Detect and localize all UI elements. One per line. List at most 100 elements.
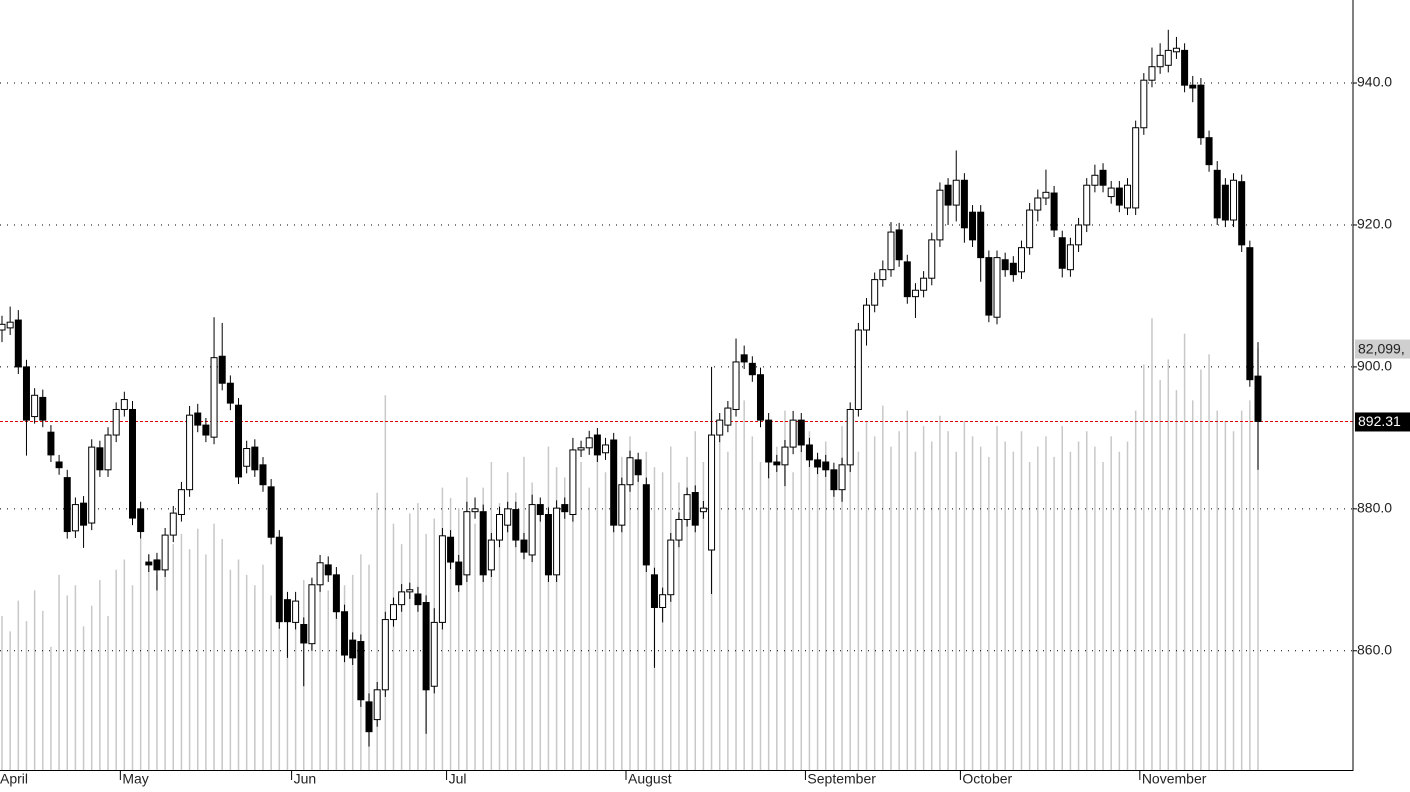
candle-body (911, 289, 919, 298)
candle-body (414, 593, 422, 606)
candle-body (985, 257, 993, 316)
candle-body (137, 508, 145, 533)
candle-body (422, 602, 430, 691)
candle-body (708, 434, 716, 551)
candle-body (871, 279, 879, 306)
candle-body (797, 419, 805, 446)
label-layer: 860.0 880.0 900.0 920.0 940.0 April May Jun Jul A… (0, 74, 1410, 787)
candle-body (169, 512, 177, 536)
candle-body (748, 362, 756, 376)
candle-body (332, 574, 340, 613)
candle-body (14, 319, 22, 368)
candle-body (316, 562, 324, 586)
candle-body (650, 574, 658, 608)
candle-body (569, 449, 577, 516)
candle-body (1050, 192, 1058, 231)
candle-body (602, 444, 610, 454)
candle-body (585, 437, 593, 449)
candle-body (977, 211, 985, 259)
y-tick-label: 900.0 (1357, 358, 1392, 374)
candle-body (292, 600, 300, 623)
candle-body (732, 361, 740, 410)
candle-body (1066, 244, 1074, 271)
x-tick-label: May (122, 771, 148, 787)
candle-body (104, 434, 112, 471)
candle-body (63, 477, 71, 533)
candle-body (479, 511, 487, 576)
price-label-box (1355, 412, 1410, 432)
candle-body (528, 504, 536, 556)
candle-body (920, 277, 928, 291)
candle-body (773, 461, 781, 466)
candle-body (471, 508, 479, 513)
candle-body (1197, 84, 1205, 139)
candle-body (22, 366, 30, 421)
candle-body (781, 446, 789, 466)
candle-body (952, 179, 960, 206)
candle-body (553, 507, 561, 576)
x-tick-label: October (962, 771, 1012, 787)
candle-body (55, 461, 63, 469)
candle-body (838, 464, 846, 491)
candle-body (536, 504, 544, 516)
candle-body (740, 354, 748, 363)
candle-body (0, 323, 6, 331)
candle-body (1042, 191, 1050, 199)
candle-body (96, 447, 104, 471)
candle-body (283, 599, 291, 623)
candle-body (210, 357, 218, 438)
candle-body (1238, 181, 1246, 246)
x-tick-label: August (628, 771, 672, 787)
candle-body (455, 561, 463, 586)
candle-body (120, 399, 128, 410)
candle-body (1107, 187, 1115, 198)
candle-body (814, 459, 822, 468)
candle-body (756, 374, 764, 421)
candle-body (1091, 174, 1099, 186)
candle-body (1230, 179, 1238, 221)
y-tick-label: 940.0 (1357, 74, 1392, 90)
candle-body (1058, 237, 1066, 269)
candle-body (186, 414, 194, 491)
candle-body (561, 504, 569, 513)
candle-body (618, 484, 626, 526)
candle-body (88, 446, 96, 524)
candle-body (487, 539, 495, 571)
candle-body (1115, 187, 1123, 206)
candle-body (128, 408, 136, 519)
candle-body (879, 269, 887, 281)
candle-body (683, 494, 691, 520)
candle-body (177, 489, 185, 516)
price-label: 892.31 (1358, 413, 1401, 429)
candle-body (438, 535, 446, 623)
candle-body (365, 701, 373, 733)
candle-body (357, 641, 365, 701)
candle-body (1181, 49, 1189, 86)
candle-body (512, 509, 520, 541)
candle-body (1189, 84, 1197, 89)
candle-body (1026, 209, 1034, 249)
candle-body (504, 508, 512, 526)
candle-body (675, 518, 683, 541)
candle-body (1099, 169, 1107, 186)
candle-body (349, 639, 357, 659)
candle-body (1221, 184, 1229, 221)
candle-body (194, 412, 202, 426)
candle-body (520, 539, 528, 553)
candle-body (259, 464, 267, 486)
volume-label-box (1355, 339, 1410, 359)
candle-body (659, 594, 667, 608)
candle-body (1083, 184, 1091, 226)
y-tick-label: 880.0 (1357, 500, 1392, 516)
candle-body (642, 484, 650, 566)
candle-body (1246, 247, 1254, 381)
candle-body (243, 448, 251, 467)
candle-body (47, 431, 55, 456)
candle-body (373, 689, 381, 721)
candle-body (430, 621, 438, 687)
volume-label: 82,099, (1358, 340, 1405, 356)
candle-body (112, 408, 120, 436)
candle-body (903, 261, 911, 298)
